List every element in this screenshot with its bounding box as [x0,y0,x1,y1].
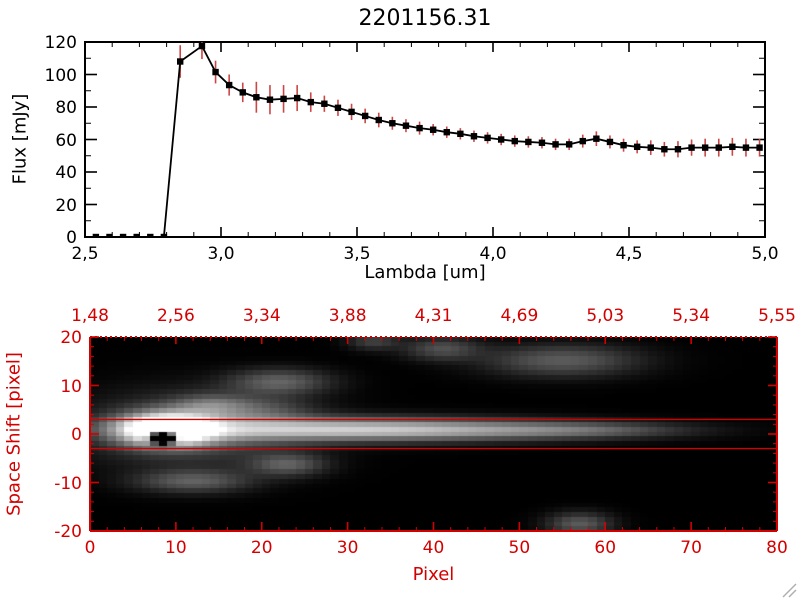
lambda-tick-label: 5,0 [751,244,779,264]
wavelength-tick-label: 4,31 [414,306,453,326]
wavelength-tick-label: 3,88 [328,306,367,326]
chart-title: 2201156.31 [358,6,492,31]
flux-tick-label: 120 [44,33,77,53]
wavelength-tick-label: 5,34 [672,306,711,326]
space-shift-axis-label: Space Shift [pixel] [3,352,25,516]
space-shift-tick-label: 20 [60,328,82,348]
wavelength-tick-label: 3,34 [242,306,281,326]
flux-tick-label: 20 [55,195,77,216]
lambda-tick-label: 4,0 [479,244,507,264]
wavelength-tick-label: 2,56 [156,306,195,326]
lambda-tick-label: 4,5 [615,244,643,264]
wavelength-tick-label: 5,55 [758,306,796,326]
lambda-tick-label: 2,5 [71,244,99,264]
pixel-tick-label: 40 [422,538,445,558]
wavelength-tick-label: 4,69 [500,306,539,326]
space-shift-tick-label: 10 [60,376,82,397]
pixel-tick-label: 30 [336,538,359,558]
flux-tick-label: 60 [55,130,77,151]
pixel-tick-label: 0 [84,538,96,558]
lambda-tick-label: 3,5 [343,244,371,264]
flux-tick-label: 80 [55,98,77,118]
flux-tick-label: 40 [55,163,77,183]
pixel-tick-label: 80 [766,538,788,558]
spectral-2d-image [90,337,777,531]
flux-tick-label: 0 [66,228,77,248]
space-shift-tick-label: -20 [54,522,82,542]
space-shift-tick-label: -10 [54,473,82,494]
pixel-tick-label: 60 [594,538,617,558]
lambda-axis-label: Lambda [um] [364,262,486,283]
resize-grip[interactable] [780,581,798,599]
pixel-tick-label: 10 [165,538,187,558]
wavelength-tick-label: 5,03 [586,306,625,326]
flux-tick-label: 100 [44,65,77,86]
space-shift-tick-label: 0 [71,425,82,445]
pixel-tick-label: 20 [250,538,273,558]
lambda-tick-label: 3,0 [207,244,235,264]
pixel-axis-label: Pixel [412,564,455,585]
pixel-tick-label: 50 [508,538,531,558]
wavelength-tick-label: 1,48 [71,306,109,326]
pixel-tick-label: 70 [680,538,702,558]
